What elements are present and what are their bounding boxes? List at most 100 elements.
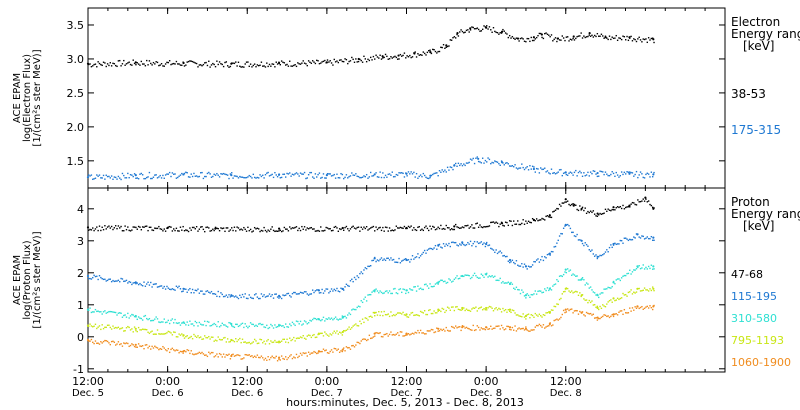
electron-data-point — [406, 55, 408, 57]
proton-data-point — [294, 340, 296, 342]
electron-data-point — [626, 35, 628, 38]
proton-data-point — [603, 288, 605, 290]
electron-data-point — [264, 173, 267, 176]
proton-data-point — [351, 345, 353, 347]
proton-data-point — [136, 282, 138, 284]
proton-data-point — [216, 295, 218, 298]
electron-data-point — [399, 172, 402, 174]
proton-data-point — [492, 249, 495, 251]
electron-data-point — [279, 64, 281, 66]
proton-data-point — [486, 309, 488, 311]
electron-data-point — [214, 174, 217, 176]
proton-data-point — [204, 335, 206, 337]
proton-data-point — [189, 227, 191, 229]
proton-data-point — [608, 246, 611, 249]
electron-data-point — [212, 62, 214, 65]
proton-data-point — [479, 224, 481, 226]
electron-data-point — [237, 177, 240, 179]
proton-data-point — [212, 336, 214, 338]
proton-data-point — [546, 287, 549, 289]
proton-data-point — [89, 323, 91, 325]
electron-data-point — [472, 157, 474, 160]
proton-data-point — [535, 324, 538, 327]
electron-data-point — [521, 37, 523, 39]
electron-data-point — [258, 177, 260, 179]
electron-data-point — [168, 171, 171, 174]
electron-data-point — [625, 39, 627, 41]
electron-data-point — [309, 171, 311, 174]
proton-data-point — [124, 330, 126, 332]
proton-data-point — [448, 307, 450, 309]
proton-data-point — [422, 229, 425, 232]
electron-data-point — [637, 176, 639, 179]
electron-data-point — [228, 66, 230, 68]
proton-ylabel-line: [1/(cm²s ster MeV)] — [32, 231, 43, 328]
proton-data-point — [89, 228, 91, 231]
electron-data-point — [159, 174, 161, 177]
electron-data-point — [243, 66, 245, 68]
electron-data-point — [222, 172, 225, 175]
proton-data-point — [330, 349, 333, 351]
proton-data-point — [392, 288, 395, 290]
proton-data-point — [341, 315, 344, 317]
proton-data-point — [360, 271, 362, 273]
x-tick-time: 0:00 — [315, 375, 340, 388]
proton-data-point — [496, 279, 499, 281]
proton-data-point — [152, 333, 155, 335]
proton-data-point — [530, 329, 532, 331]
electron-data-point — [128, 176, 130, 179]
proton-data-point — [256, 296, 259, 298]
proton-data-point — [531, 329, 534, 331]
proton-data-point — [247, 327, 249, 329]
proton-data-point — [499, 277, 501, 280]
proton-data-point — [644, 196, 647, 199]
proton-ylabel-line: ACE EPAM — [12, 255, 23, 305]
proton-data-point — [210, 336, 213, 338]
proton-data-point — [329, 318, 331, 320]
proton-data-point — [417, 226, 419, 229]
proton-data-point — [329, 333, 331, 335]
proton-data-point — [216, 340, 218, 342]
proton-data-point — [216, 325, 218, 328]
electron-data-point — [147, 176, 149, 178]
proton-data-point — [614, 283, 616, 285]
proton-data-point — [334, 316, 337, 318]
proton-data-point — [418, 256, 420, 259]
electron-data-point — [610, 38, 612, 41]
proton-data-point — [620, 277, 623, 279]
electron-data-point — [558, 39, 561, 41]
proton-data-point — [336, 349, 338, 352]
proton-data-point — [133, 345, 136, 348]
proton-data-point — [160, 321, 163, 323]
proton-data-point — [600, 254, 603, 257]
electron-data-point — [502, 28, 504, 31]
electron-data-point — [615, 171, 617, 174]
proton-data-point — [541, 217, 543, 220]
electron-data-point — [576, 175, 578, 177]
proton-data-point — [351, 226, 353, 228]
electron-data-point — [150, 62, 152, 65]
proton-data-point — [645, 237, 647, 239]
proton-data-point — [419, 287, 422, 289]
proton-data-point — [540, 259, 542, 261]
proton-data-point — [542, 291, 545, 294]
electron-data-point — [230, 173, 233, 177]
electron-data-point — [566, 174, 569, 176]
proton-data-point — [524, 294, 528, 297]
electron-data-point — [440, 171, 442, 173]
electron-data-point — [116, 178, 118, 180]
proton-data-point — [647, 265, 650, 268]
proton-data-point — [224, 230, 226, 233]
electron-data-point — [531, 165, 534, 168]
electron-data-point — [432, 173, 434, 176]
proton-data-point — [349, 280, 352, 282]
proton-data-point — [152, 347, 155, 349]
proton-data-point — [133, 326, 136, 328]
electron-data-point — [623, 171, 626, 174]
proton-data-point — [330, 334, 333, 336]
proton-data-point — [128, 229, 130, 232]
electron-data-point — [523, 168, 526, 171]
proton-data-point — [325, 333, 327, 335]
electron-data-point — [384, 174, 387, 177]
proton-data-point — [345, 329, 348, 332]
